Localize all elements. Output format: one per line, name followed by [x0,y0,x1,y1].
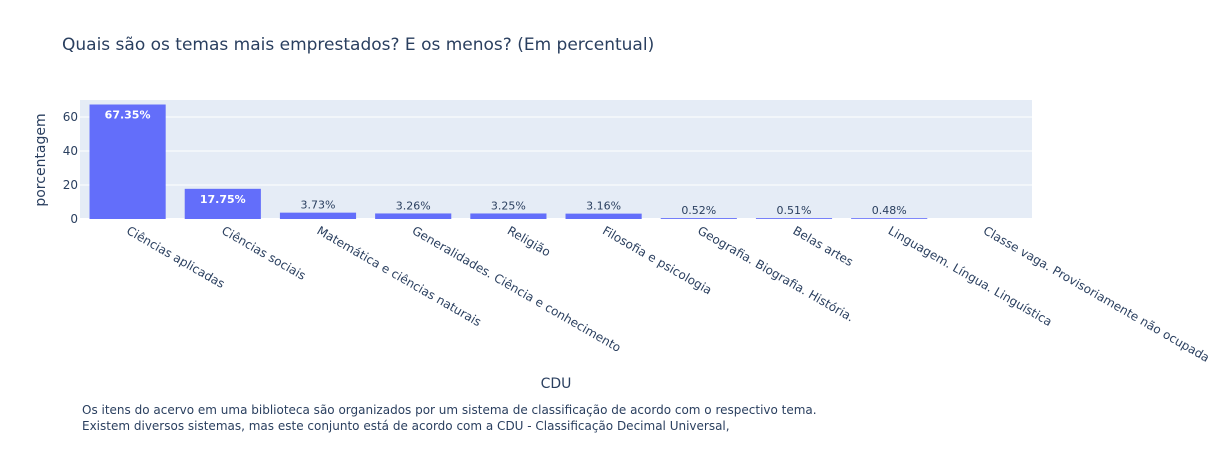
bar [660,218,737,219]
bar [89,104,166,219]
x-axis-title: CDU [541,376,572,392]
bar [470,213,547,219]
y-axis-title: porcentagem [33,113,49,206]
bar-data-label: 67.35% [105,109,151,122]
bar-data-label: 3.16% [586,200,621,213]
bar-data-label: 3.25% [491,199,526,212]
bar-data-label: 0.51% [777,204,812,217]
x-tick-label: Generalidades. Ciência e conhecimento [410,223,624,354]
annotation-line-2: Existem diversos sistemas, mas este conj… [82,419,730,433]
bar [184,188,261,219]
annotation-line-1: Os itens do acervo em uma biblioteca são… [82,403,817,417]
chart-title: Quais são os temas mais emprestados? E o… [62,35,654,55]
x-tick-label: Ciências aplicadas [124,223,227,291]
bar-data-label: 3.26% [396,199,431,212]
bar [565,213,642,219]
y-tick-labels: 0 20 40 60 [63,110,78,226]
x-tick-label: Religião [505,223,553,259]
bar [279,212,357,219]
x-tick-label: Belas artes [791,223,856,269]
y-tick-label: 40 [63,144,78,158]
bar [375,213,452,219]
annotation-text: Os itens do acervo em uma biblioteca são… [82,402,817,434]
x-tick-label: Geografia. Biografia. História. [695,223,856,324]
x-tick-label: Matemática e ciências naturais [315,223,484,329]
y-tick-label: 60 [63,110,78,124]
y-tick-label: 0 [70,212,78,226]
bar-data-labels: 67.35% 17.75% 3.73% 3.26% 3.25% 3.16% 0.52% 0.5… [105,109,907,218]
y-tick-label: 20 [63,178,78,192]
bar [851,218,928,219]
bar-data-label: 17.75% [200,193,246,206]
bar [755,218,833,219]
bars [89,104,928,219]
x-tick-label: Ciências sociais [219,223,308,282]
bar-data-label: 0.52% [681,204,716,217]
x-tick-label: Linguagem. Língua. Linguística [886,223,1055,329]
bar-data-label: 3.73% [301,199,336,212]
bar-data-label: 0.48% [872,204,907,217]
